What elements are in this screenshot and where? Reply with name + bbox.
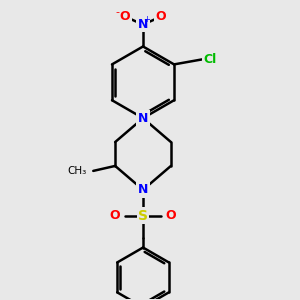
Text: S: S — [138, 209, 148, 223]
Text: O: O — [120, 10, 130, 23]
Text: +: + — [144, 15, 151, 24]
Text: O: O — [166, 209, 176, 222]
Text: Cl: Cl — [203, 53, 217, 66]
Text: CH₃: CH₃ — [67, 166, 86, 176]
Text: N: N — [138, 112, 148, 124]
Text: -: - — [115, 7, 119, 16]
Text: O: O — [110, 209, 121, 222]
Text: N: N — [138, 18, 148, 31]
Text: O: O — [156, 10, 166, 23]
Text: N: N — [138, 183, 148, 196]
